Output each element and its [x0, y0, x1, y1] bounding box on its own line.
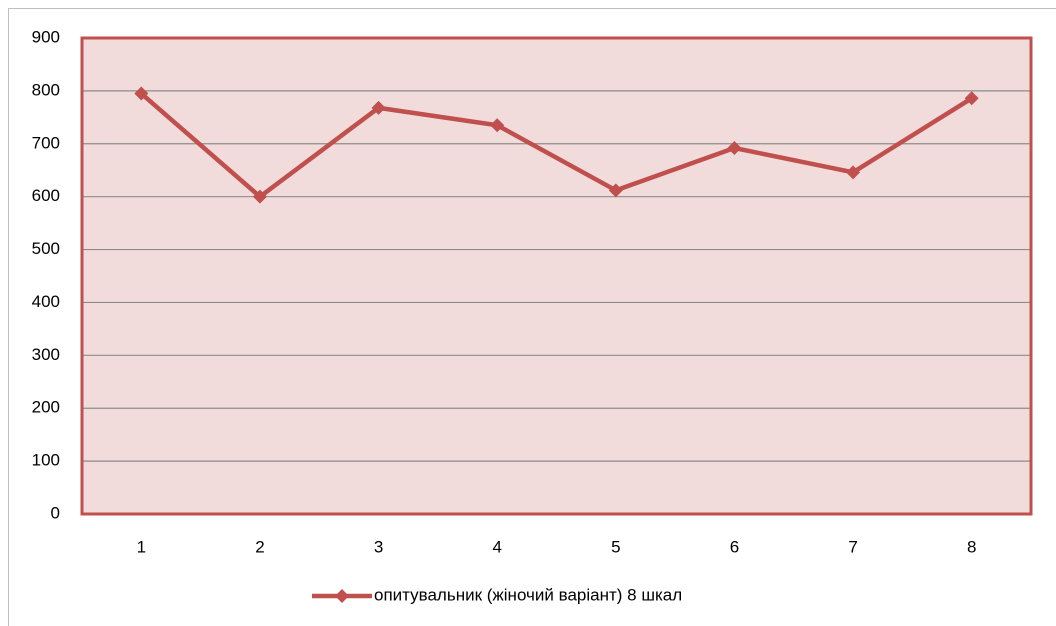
y-tick-label: 500 — [32, 239, 60, 258]
legend-marker — [335, 589, 349, 603]
y-tick-label: 700 — [32, 133, 60, 152]
point-marker — [846, 165, 861, 180]
chart-frame — [8, 8, 1056, 626]
x-tick-label: 7 — [848, 537, 857, 556]
point-marker — [371, 100, 386, 115]
y-tick-label: 600 — [32, 186, 60, 205]
y-tick-label: 800 — [32, 80, 60, 99]
plot-area — [82, 38, 1031, 514]
y-tick-label: 300 — [32, 345, 60, 364]
y-tick-label: 400 — [32, 292, 60, 311]
point-marker — [134, 86, 149, 101]
point-marker — [727, 141, 742, 156]
point-marker — [490, 118, 505, 133]
plot-border — [80, 36, 1033, 516]
y-tick-label: 0 — [51, 503, 60, 522]
x-tick-label: 5 — [611, 537, 620, 556]
x-tick-label: 4 — [492, 537, 501, 556]
series-line — [139, 91, 973, 199]
point-marker — [608, 183, 623, 198]
legend-label: опитувальник (жіночий варіант) 8 шкал — [374, 585, 682, 604]
point-marker — [964, 91, 979, 106]
x-tick-label: 2 — [255, 537, 264, 556]
x-tick-label: 3 — [374, 537, 383, 556]
y-tick-label: 900 — [32, 27, 60, 46]
y-tick-label: 200 — [32, 398, 60, 417]
y-tick-label: 100 — [32, 451, 60, 470]
x-tick-label: 1 — [137, 537, 146, 556]
x-tick-label: 6 — [730, 537, 739, 556]
point-marker — [252, 189, 267, 204]
x-tick-label: 8 — [967, 537, 976, 556]
